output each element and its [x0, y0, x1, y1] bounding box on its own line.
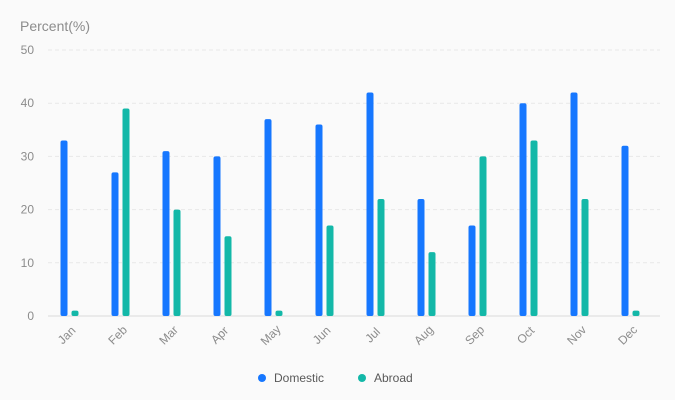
- bar-abroad-feb[interactable]: [122, 108, 130, 317]
- legend-label: Domestic: [274, 371, 324, 385]
- bar-domestic-sep[interactable]: [468, 225, 476, 316]
- bar-abroad-jul[interactable]: [377, 198, 385, 316]
- x-tick-label: Sep: [462, 322, 487, 347]
- y-tick-label: 10: [21, 256, 35, 270]
- bar-domestic-mar[interactable]: [162, 151, 170, 316]
- bar-domestic-may[interactable]: [264, 119, 272, 316]
- legend-item-domestic[interactable]: Domestic: [258, 371, 324, 385]
- bar-abroad-aug[interactable]: [428, 252, 436, 316]
- legend[interactable]: Domestic Abroad: [258, 371, 413, 385]
- y-tick-label: 0: [27, 309, 34, 323]
- bar-domestic-aug[interactable]: [417, 198, 425, 316]
- legend-label: Abroad: [374, 371, 413, 385]
- x-tick-label: Jun: [310, 323, 334, 347]
- y-tick-label: 30: [21, 149, 35, 163]
- x-tick-label: Apr: [208, 324, 231, 347]
- bar-domestic-jul[interactable]: [366, 92, 374, 316]
- x-tick-label: Dec: [615, 323, 640, 348]
- bar-abroad-dec[interactable]: [632, 310, 640, 316]
- x-tick-label: Oct: [514, 323, 538, 347]
- bar-abroad-apr[interactable]: [224, 236, 232, 316]
- bar-domestic-nov[interactable]: [570, 92, 578, 316]
- x-tick-label: Aug: [411, 323, 436, 348]
- y-axis-ticks: 0 10 20 30 40 50: [21, 43, 35, 323]
- bar-domestic-jun[interactable]: [315, 124, 323, 316]
- y-tick-label: 50: [21, 43, 35, 57]
- legend-marker: [358, 374, 366, 382]
- legend-item-abroad[interactable]: Abroad: [358, 371, 413, 385]
- y-axis-title: Percent(%): [20, 18, 90, 34]
- bar-domestic-apr[interactable]: [213, 156, 221, 316]
- bars: [60, 92, 640, 317]
- x-tick-label: Jul: [362, 325, 383, 346]
- x-tick-label: May: [258, 322, 284, 348]
- bar-abroad-oct[interactable]: [530, 140, 538, 316]
- bar-domestic-jan[interactable]: [60, 140, 68, 316]
- bar-domestic-oct[interactable]: [519, 103, 527, 316]
- x-tick-label: Nov: [564, 323, 589, 348]
- x-axis-ticks: Jan Feb Mar Apr May Jun Jul Aug Sep Oct Nov Dec: [55, 322, 640, 348]
- bar-abroad-jun[interactable]: [326, 225, 334, 316]
- bar-abroad-mar[interactable]: [173, 209, 181, 316]
- legend-marker: [258, 374, 266, 382]
- bar-abroad-sep[interactable]: [479, 156, 487, 316]
- bar-domestic-dec[interactable]: [621, 145, 629, 316]
- bar-abroad-may[interactable]: [275, 310, 283, 316]
- y-tick-label: 20: [21, 203, 35, 217]
- bar-domestic-feb[interactable]: [111, 172, 119, 316]
- bar-abroad-jan[interactable]: [71, 310, 79, 316]
- x-tick-label: Jan: [55, 323, 79, 347]
- y-tick-label: 40: [21, 96, 35, 110]
- x-tick-label: Feb: [105, 323, 130, 348]
- x-tick-label: Mar: [156, 323, 181, 348]
- grid-lines: [48, 49, 660, 317]
- bar-abroad-nov[interactable]: [581, 198, 589, 316]
